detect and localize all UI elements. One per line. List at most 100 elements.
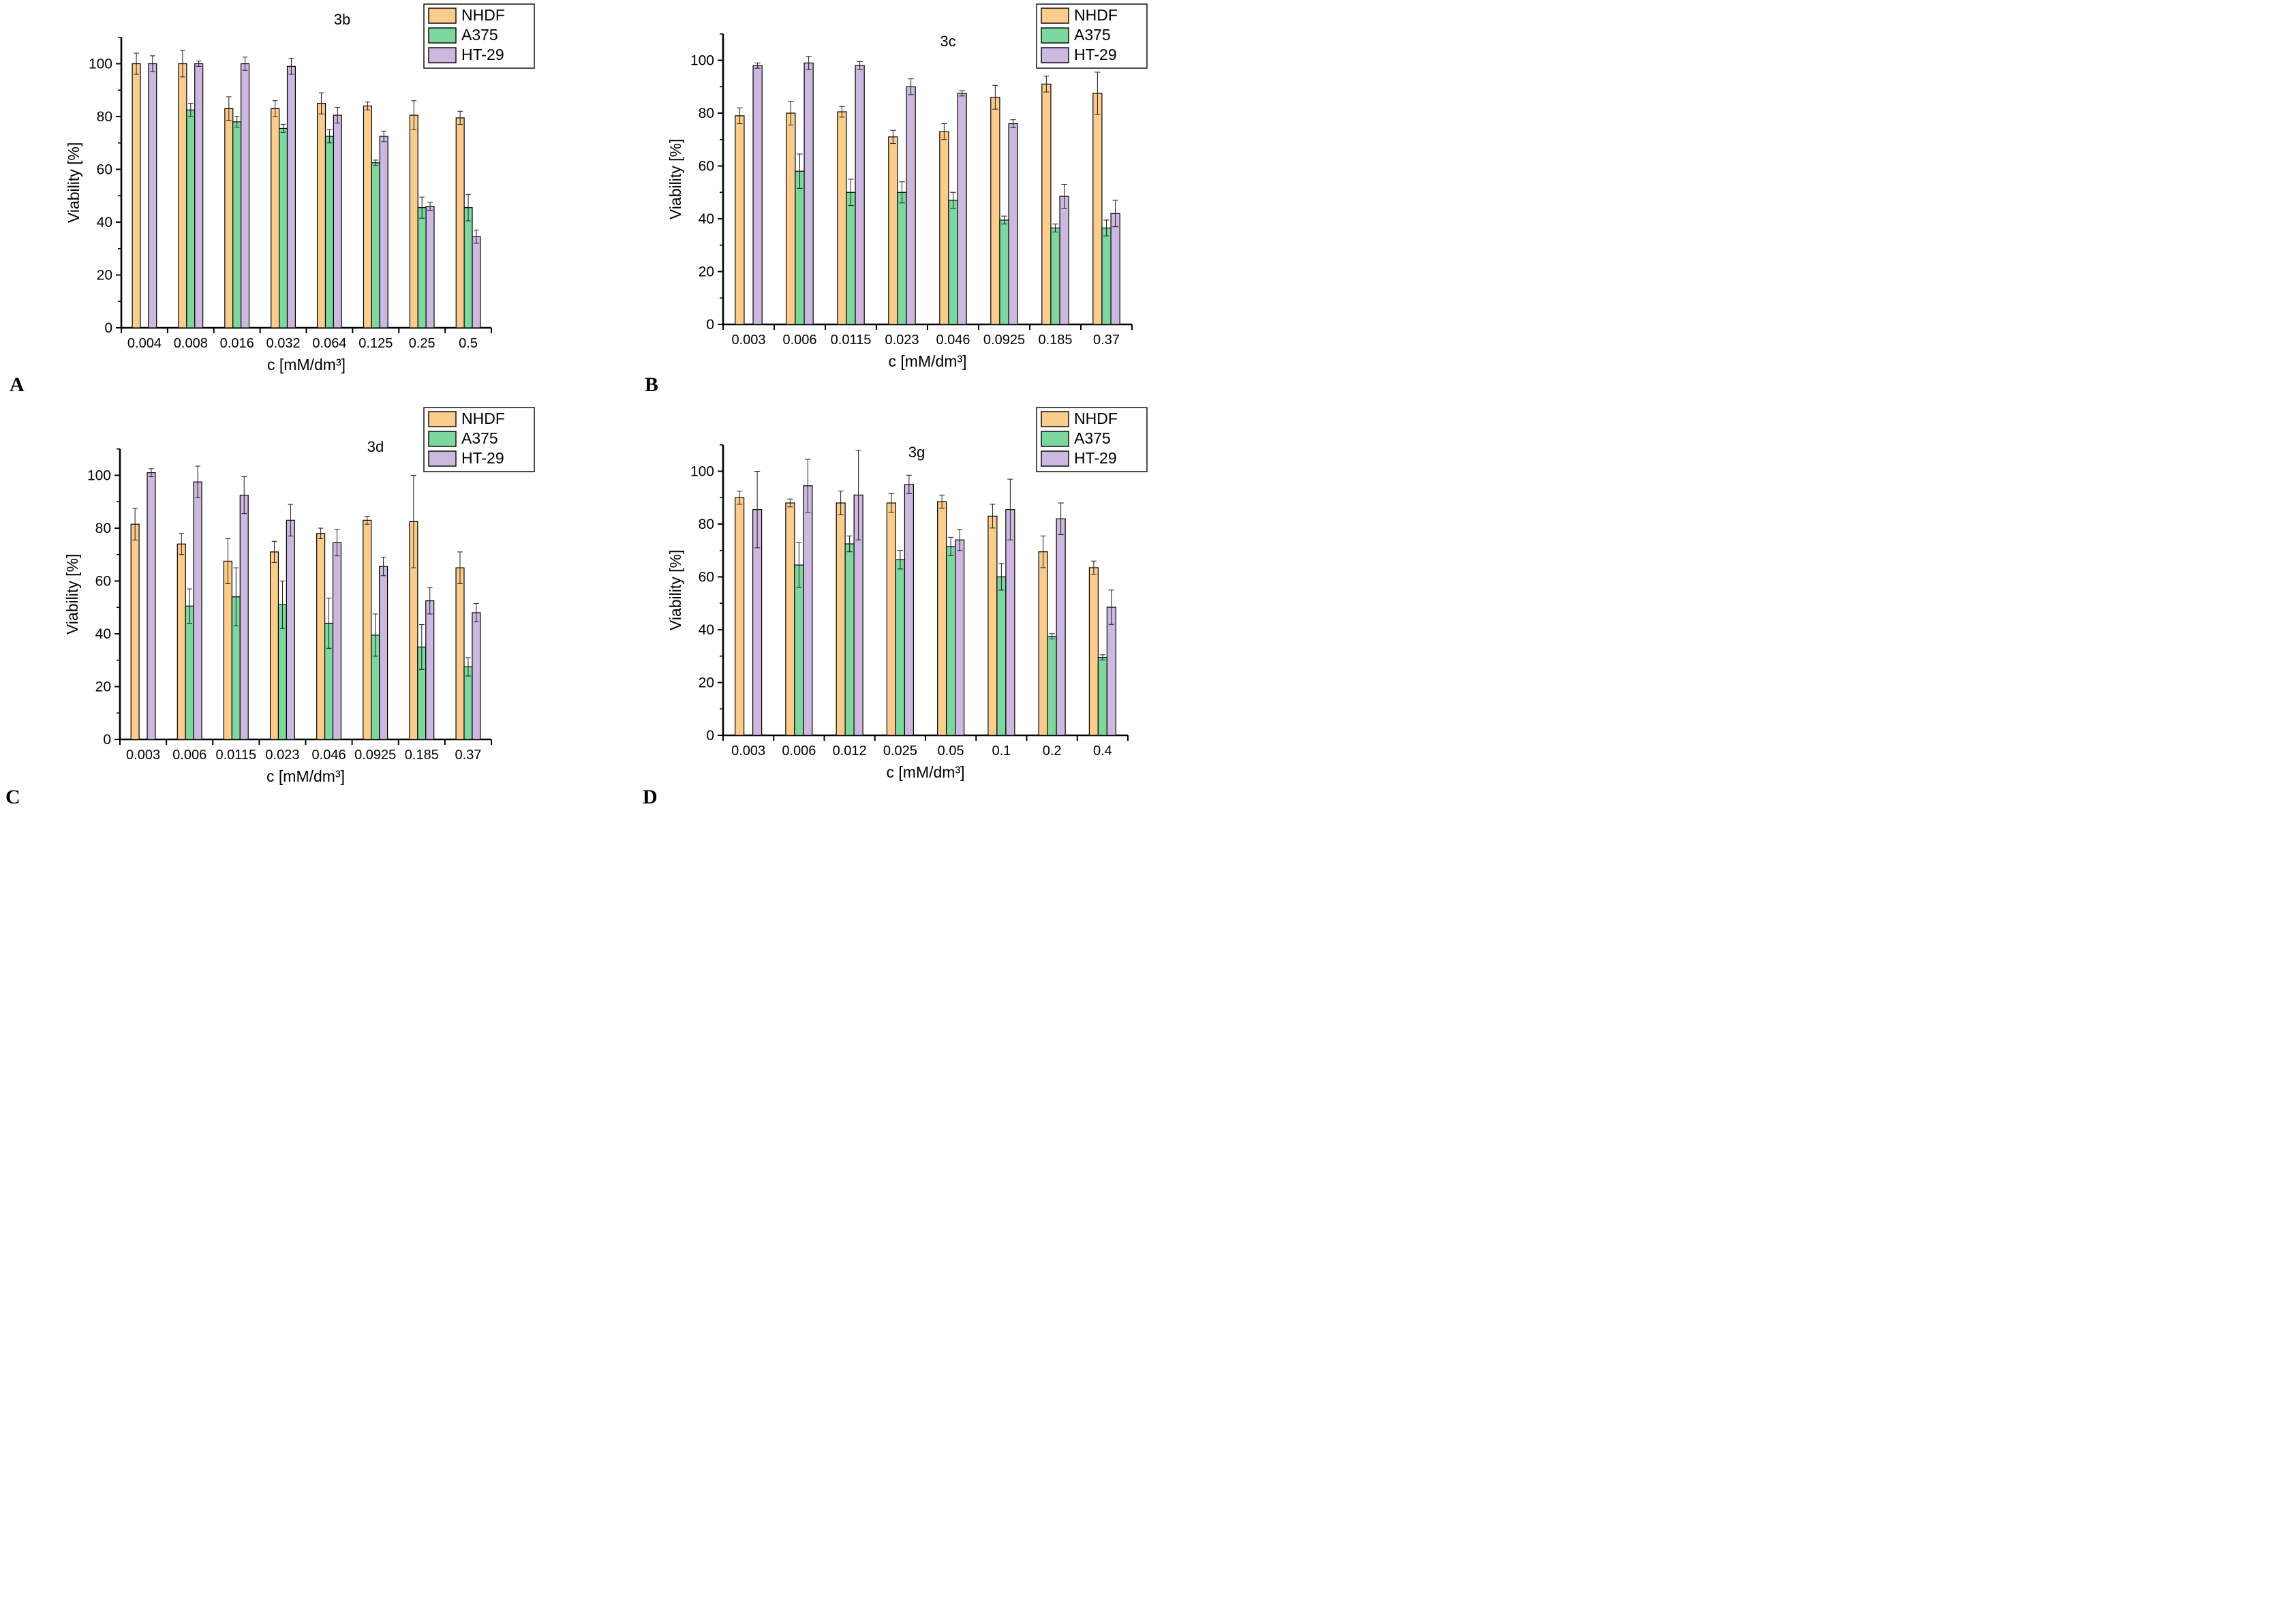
bar-A375 [846,191,856,325]
bar-A375 [946,546,956,736]
y-tick-label: 100 [690,53,714,69]
y-tick-label: 0 [104,320,112,336]
bar-HT-29 [803,485,813,736]
bar-NHDF [1038,551,1048,736]
x-tick-label: 0.023 [885,333,919,348]
bar-HT-29 [1106,607,1116,736]
panel-letter-d: D [643,786,658,808]
panel-title: 3c [940,33,955,50]
bar-HT-29 [425,206,435,328]
bar-HT-29 [1008,123,1018,325]
bar-HT-29 [379,136,388,328]
x-tick-label: 0.0115 [831,333,872,348]
x-tick-label: 0.012 [833,744,867,759]
panel-3d: 0 20 40 60 80 100 0.003 0.006 0.0115 0.023 0.046 0.… [0,407,574,812]
bar-HT-29 [241,63,250,328]
bar-NHDF [836,502,846,736]
x-tick-label: 0.046 [312,748,346,763]
x-tick-label: 0.4 [1093,744,1112,759]
x-tick-label: 0.008 [174,336,208,351]
panel-3d-chart: 0 20 40 60 80 100 0.003 0.006 0.0115 0.023 0.046 0.… [63,407,535,785]
y-tick-label: 80 [95,521,111,536]
x-tick-label: 0.37 [1093,333,1120,348]
bar-HT-29 [1056,518,1066,736]
bar-NHDF [224,108,234,328]
bar-HT-29 [332,542,342,740]
y-tick-label: 20 [95,679,111,695]
x-tick-label: 0.0925 [354,748,396,763]
legend-swatch-HT-29 [1041,450,1069,467]
legend-swatch-A375 [1041,27,1069,44]
bar-HT-29 [333,114,342,328]
bar-NHDF [786,112,796,325]
bar-A375 [1101,227,1112,325]
bar-HT-29 [906,86,916,325]
bar-NHDF [130,523,140,740]
x-tick-label: 0.2 [1043,744,1062,759]
panel-letter-b: B [645,373,659,396]
bar-A375 [897,191,907,325]
bar-A375 [324,136,334,328]
legend-swatch-NHDF [428,411,457,427]
legend-swatch-HT-29 [1041,47,1069,63]
bar-A375 [417,207,427,328]
bar-A375 [232,121,242,328]
x-tick-label: 0.1 [992,744,1011,759]
x-tick-label: 0.032 [266,336,301,351]
x-tick-label: 0.003 [126,748,160,763]
bar-NHDF [735,497,745,736]
panel-3c-chart: 0 20 40 60 80 100 0.003 0.006 0.0115 0.023 0.046 0.… [667,3,1148,370]
x-tick-label: 0.05 [938,744,964,759]
bar-A375 [186,109,196,328]
bar-NHDF [316,533,326,740]
panel-title: 3b [334,11,350,28]
bar-A375 [996,576,1007,736]
bar-HT-29 [148,63,157,328]
bar-HT-29 [1059,196,1069,325]
y-axis-title: Viability [%] [667,139,684,219]
viability-figure: 0 20 40 60 80 100 0.004 0.008 0.016 0.032 0.064 0.1… [0,0,1148,812]
legend-swatch-A375 [428,431,457,447]
y-tick-label: 60 [699,159,714,174]
bar-NHDF [132,63,141,328]
bar-A375 [185,605,194,740]
bar-HT-29 [286,519,295,740]
legend-label-HT-29: HT-29 [1074,46,1117,63]
x-tick-label: 0.185 [1038,333,1072,348]
bar-NHDF [271,108,280,328]
x-tick-label: 0.185 [405,748,439,763]
panel-title: 3g [908,444,925,461]
x-tick-label: 0.0925 [983,333,1025,348]
y-tick-label: 80 [699,106,714,121]
bar-A375 [1097,657,1107,736]
y-axis-title: Viability [%] [63,554,81,634]
bar-HT-29 [193,481,202,740]
y-tick-label: 60 [95,574,111,589]
legend-label-A375: A375 [461,429,498,447]
legend-label-A375: A375 [1074,26,1111,44]
bar-A375 [795,170,805,325]
y-tick-label: 100 [690,464,714,480]
panel-3b-chart: 0 20 40 60 80 100 0.004 0.008 0.016 0.032 0.064 0.1… [65,3,535,373]
bar-A375 [1050,227,1060,325]
x-tick-label: 0.023 [265,748,299,763]
bar-A375 [463,666,473,740]
bar-NHDF [177,543,186,740]
y-tick-label: 20 [699,264,714,280]
legend-label-NHDF: NHDF [1074,6,1118,24]
bar-NHDF [1088,567,1099,736]
panel-letter-a: A [10,373,25,396]
bar-A375 [463,207,473,328]
bar-NHDF [1092,93,1103,325]
x-tick-label: 0.003 [731,744,765,759]
legend-swatch-A375 [428,27,457,44]
y-tick-label: 40 [699,211,714,227]
x-tick-label: 0.006 [782,744,816,759]
legend-label-NHDF: NHDF [461,6,505,24]
y-tick-label: 60 [97,162,112,178]
panel-3c: 0 20 40 60 80 100 0.003 0.006 0.0115 0.023 0.046 0.… [575,0,1148,405]
bar-NHDF [363,105,372,328]
y-tick-label: 80 [97,109,112,125]
legend-label-A375: A375 [461,26,498,44]
y-axis-title: Viability [%] [667,550,684,630]
